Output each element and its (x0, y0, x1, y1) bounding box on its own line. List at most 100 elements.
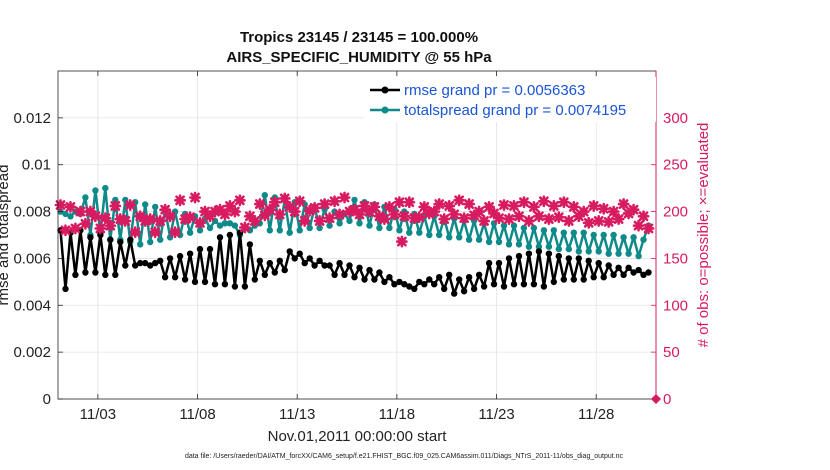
totalspread-point (595, 248, 602, 255)
rmse-point (97, 231, 104, 239)
totalspread-point (142, 201, 149, 208)
totalspread-point (366, 222, 373, 229)
rmse-point (426, 276, 433, 283)
obs-evaluated-point (328, 195, 341, 208)
rmse-point (620, 271, 627, 278)
obs-evaluated-point (577, 205, 590, 218)
series-obs-evaluated (54, 191, 655, 248)
rmse-point (147, 262, 154, 269)
totalspread-point (266, 227, 273, 234)
rmse-point (241, 283, 249, 290)
rmse-point (351, 274, 358, 281)
x-tick-label: 11/18 (379, 406, 415, 423)
obs-evaluated-point (64, 200, 77, 213)
totalspread-point (216, 222, 224, 229)
legend-rmse-marker (381, 86, 389, 94)
obs-evaluated-point (174, 194, 186, 207)
obs-evaluated-point (443, 200, 456, 212)
rmse-point (386, 274, 393, 281)
totalspread-point (495, 238, 503, 246)
totalspread-point (465, 236, 473, 243)
obs-evaluated-point (154, 215, 167, 227)
rmse-point (465, 274, 473, 281)
obs-evaluated-point (333, 208, 346, 221)
obs-evaluated-point (542, 213, 555, 225)
obs-evaluated-point (219, 208, 231, 221)
totalspread-point (386, 224, 393, 232)
rmse-point (500, 283, 508, 290)
obs-evaluated-point (169, 226, 182, 239)
legend-rmse-label: rmse grand pr = 0.0056363 (404, 82, 585, 99)
obs-evaluated-point (283, 200, 296, 213)
obs-evaluated-point (413, 211, 426, 224)
legend: rmse grand pr = 0.0056363 totalspread gr… (364, 77, 656, 122)
obs-evaluated-point (395, 235, 408, 248)
rmse-point (186, 250, 194, 257)
rmse-point (361, 276, 368, 283)
y-tick-label-right: 0 (663, 391, 671, 408)
rmse-point (72, 271, 79, 278)
obs-evaluated-point (144, 213, 157, 225)
rmse-point (82, 269, 89, 276)
obs-evaluated-point (308, 201, 321, 214)
obs-evaluated-point (119, 215, 132, 227)
rmse-point (570, 276, 577, 283)
obs-evaluated-point (104, 219, 117, 232)
chart-subtitle: AIRS_SPECIFIC_HUMIDITY @ 55 hPa (226, 49, 492, 66)
obs-evaluated-point (627, 203, 640, 216)
rmse-point (456, 276, 463, 283)
rmse-point (127, 236, 134, 243)
rmse-point (216, 234, 224, 241)
totalspread-point (580, 229, 587, 236)
rmse-point (510, 281, 518, 288)
obs-evaluated-point (348, 203, 361, 216)
obs-evaluated-point (353, 208, 366, 221)
rmse-point (226, 231, 234, 239)
obs-evaluated-point (567, 200, 580, 213)
rmse-point (286, 248, 293, 255)
obs-evaluated-point (268, 196, 281, 209)
totalspread-point (446, 234, 453, 241)
obs-evaluated-point (453, 194, 466, 207)
obs-evaluated-point (612, 213, 625, 225)
totalspread-point (406, 229, 413, 236)
totalspread-point (351, 196, 358, 204)
obs-evaluated-point (602, 215, 615, 228)
rmse-point (316, 257, 323, 264)
totalspread-point (147, 238, 154, 246)
rmse-point (470, 285, 478, 293)
totalspread-point (635, 252, 642, 260)
obs-evaluated-point (288, 205, 301, 218)
x-tick-label: 11/28 (578, 406, 614, 423)
totalspread-point (296, 227, 303, 234)
y-tick-label-left: 0.012 (13, 110, 51, 127)
obs-evaluated-point (358, 200, 371, 212)
obs-evaluated-point (557, 196, 570, 209)
obs-evaluated-point (393, 196, 406, 209)
obs-evaluated-point (89, 210, 102, 223)
obs-evaluated-point (532, 210, 545, 223)
rmse-point (396, 278, 403, 286)
totalspread-point (456, 234, 463, 241)
totalspread-point (286, 229, 293, 236)
rmse-point (157, 257, 164, 264)
totalspread-point (306, 224, 313, 232)
rmse-point (132, 262, 139, 269)
rmse-point (231, 283, 239, 290)
obs-evaluated-point (149, 226, 162, 239)
rmse-point (161, 274, 169, 281)
obs-evaluated-point (258, 209, 271, 222)
rmse-point (565, 255, 572, 262)
obs-evaluated-point (338, 191, 351, 204)
obs-evaluated-point (248, 215, 261, 227)
rmse-point (550, 278, 557, 286)
obs-evaluated-point (263, 203, 276, 216)
totalspread-point (326, 222, 333, 229)
rmse-point (331, 271, 338, 278)
totalspread-point (186, 229, 194, 236)
rmse-point (376, 269, 383, 276)
rmse-point (525, 250, 533, 257)
obs-evaluated-point (632, 219, 645, 232)
rmse-point (555, 252, 562, 260)
footnote: data file: /Users/raeder/DAI/ATM_forcXX/… (185, 453, 624, 460)
